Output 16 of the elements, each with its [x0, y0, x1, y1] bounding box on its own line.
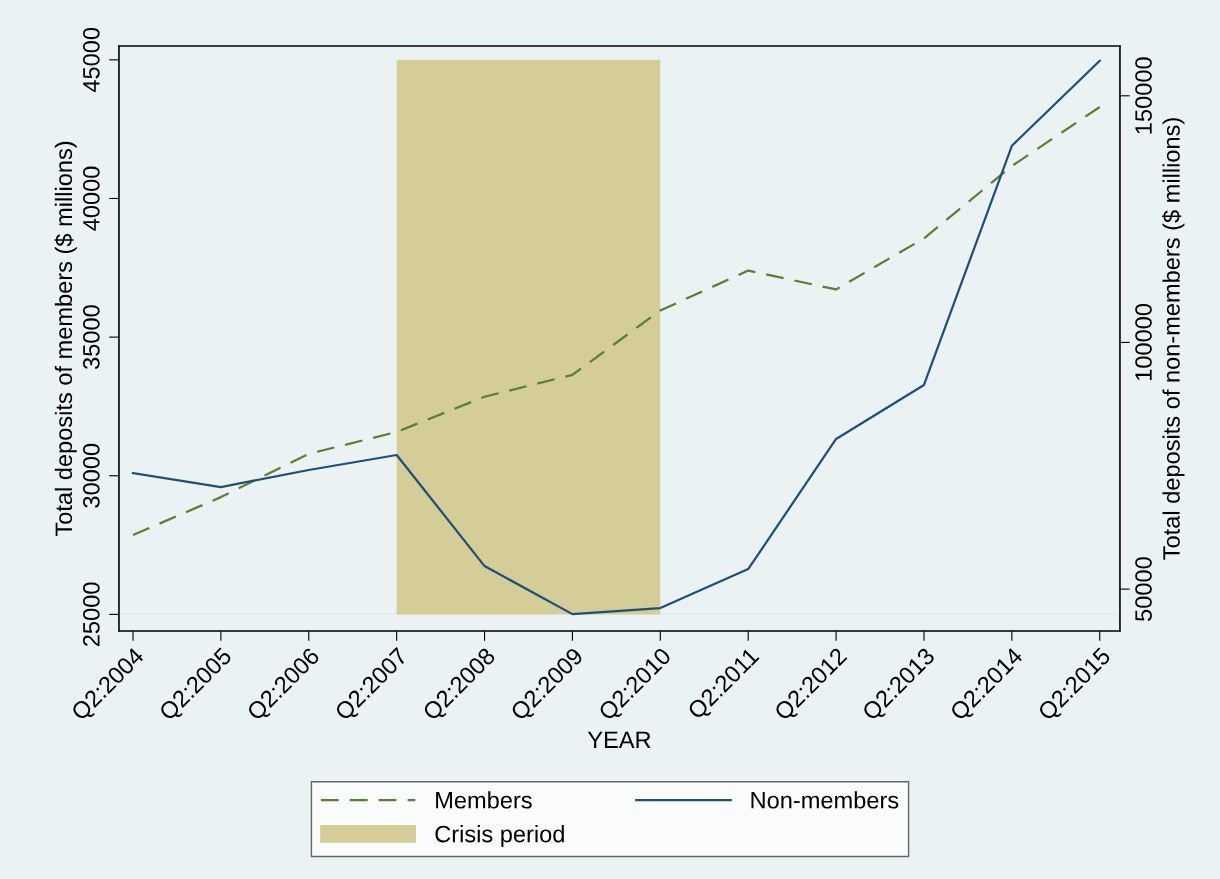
- y-tick-label: 45000: [82, 27, 100, 93]
- y-tick-label: 25000: [82, 582, 100, 647]
- line-series: [131, 105, 1101, 537]
- y2-tick-label: 150000: [1135, 57, 1152, 134]
- y-tick-label: 40000: [82, 166, 100, 231]
- legend-label: Members: [436, 791, 532, 809]
- y-tick-label: 30000: [82, 443, 100, 508]
- y2-tick-label: 50000: [1135, 557, 1152, 621]
- y-axis-title: Total deposits of members ($ millions): [54, 141, 77, 537]
- line-series: [131, 59, 1101, 616]
- y2-tick-label: 100000: [1135, 303, 1152, 381]
- y-tick-label: 35000: [82, 305, 100, 370]
- x-axis-title: YEAR: [587, 731, 651, 748]
- legend-label: Non-members: [751, 791, 899, 809]
- y2-axis-title: Total deposits of non-members ($ millions): [1162, 118, 1185, 560]
- legend-label: Crisis period: [435, 825, 564, 848]
